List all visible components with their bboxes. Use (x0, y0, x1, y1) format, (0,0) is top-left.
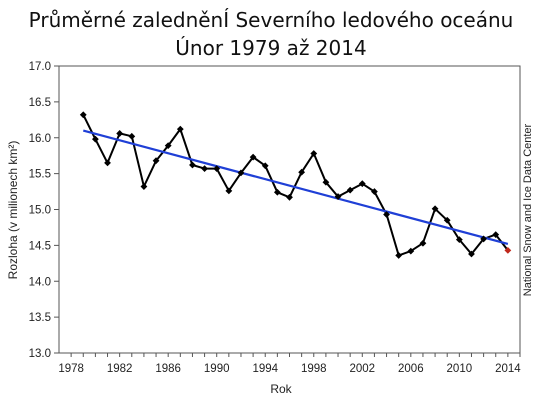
data-point (334, 193, 342, 200)
x-tick-label: 1990 (204, 363, 230, 375)
chart-title: Průměrné zaledněnÍ Severního ledového oc… (28, 8, 514, 32)
data-point (395, 252, 403, 259)
data-point (261, 162, 269, 170)
data-point (480, 235, 488, 243)
y-tick-label: 13.0 (29, 348, 51, 360)
data-point (249, 153, 257, 161)
y-axis-label: Rozloha (v milionech km²) (6, 141, 20, 280)
x-axis-label: Rok (270, 382, 292, 396)
x-tick-label: 2010 (447, 363, 473, 375)
data-point (237, 169, 245, 177)
y-tick-label: 14.5 (29, 240, 51, 252)
data-point (140, 183, 148, 190)
data-point (273, 188, 281, 196)
data-point (492, 231, 500, 239)
data-point (383, 211, 390, 218)
data-point (201, 165, 208, 173)
x-tick-label: 2002 (349, 363, 375, 375)
data-point (164, 142, 172, 150)
data-point (358, 180, 366, 188)
data-point (310, 150, 318, 157)
y-tick-label: 13.5 (29, 312, 51, 324)
data-point (346, 186, 354, 194)
credit-label: National Snow and Ice Data Center (522, 123, 534, 296)
data-point (419, 239, 427, 247)
data-point (176, 125, 184, 133)
y-tick-label: 17.0 (29, 61, 51, 73)
extent-line (82, 114, 509, 257)
data-point (225, 187, 233, 195)
data-point (371, 188, 378, 195)
data-point (322, 178, 330, 186)
data-point (504, 246, 512, 254)
data-point (455, 236, 463, 244)
data-point (431, 205, 439, 213)
data-point (213, 165, 221, 173)
chart-subtitle: Únor 1979 až 2014 (175, 36, 367, 60)
x-tick-label: 1998 (301, 363, 327, 375)
y-tick-label: 16.0 (29, 133, 51, 145)
data-point (468, 250, 475, 258)
y-tick-label: 16.5 (29, 97, 51, 109)
data-point (152, 157, 160, 165)
y-tick-label: 15.5 (29, 169, 51, 181)
data-point (407, 247, 415, 255)
x-tick-label: 2006 (398, 363, 424, 375)
x-tick-label: 1978 (58, 363, 84, 375)
x-tick-label: 1994 (252, 363, 278, 375)
data-point (286, 193, 293, 201)
trend-line (82, 129, 509, 246)
x-tick-label: 2014 (495, 363, 521, 375)
data-point (91, 135, 99, 143)
x-tick-label: 1982 (107, 363, 133, 375)
data-point (128, 132, 136, 140)
plot-frame (58, 65, 521, 354)
y-tick-label: 14.0 (29, 276, 51, 288)
data-point (116, 130, 124, 137)
data-point (298, 168, 306, 176)
data-point (79, 111, 87, 119)
data-point (443, 216, 451, 224)
x-tick-label: 1986 (155, 363, 181, 375)
y-tick-label: 15.0 (29, 205, 51, 217)
data-point (104, 159, 111, 167)
data-point (189, 161, 196, 169)
